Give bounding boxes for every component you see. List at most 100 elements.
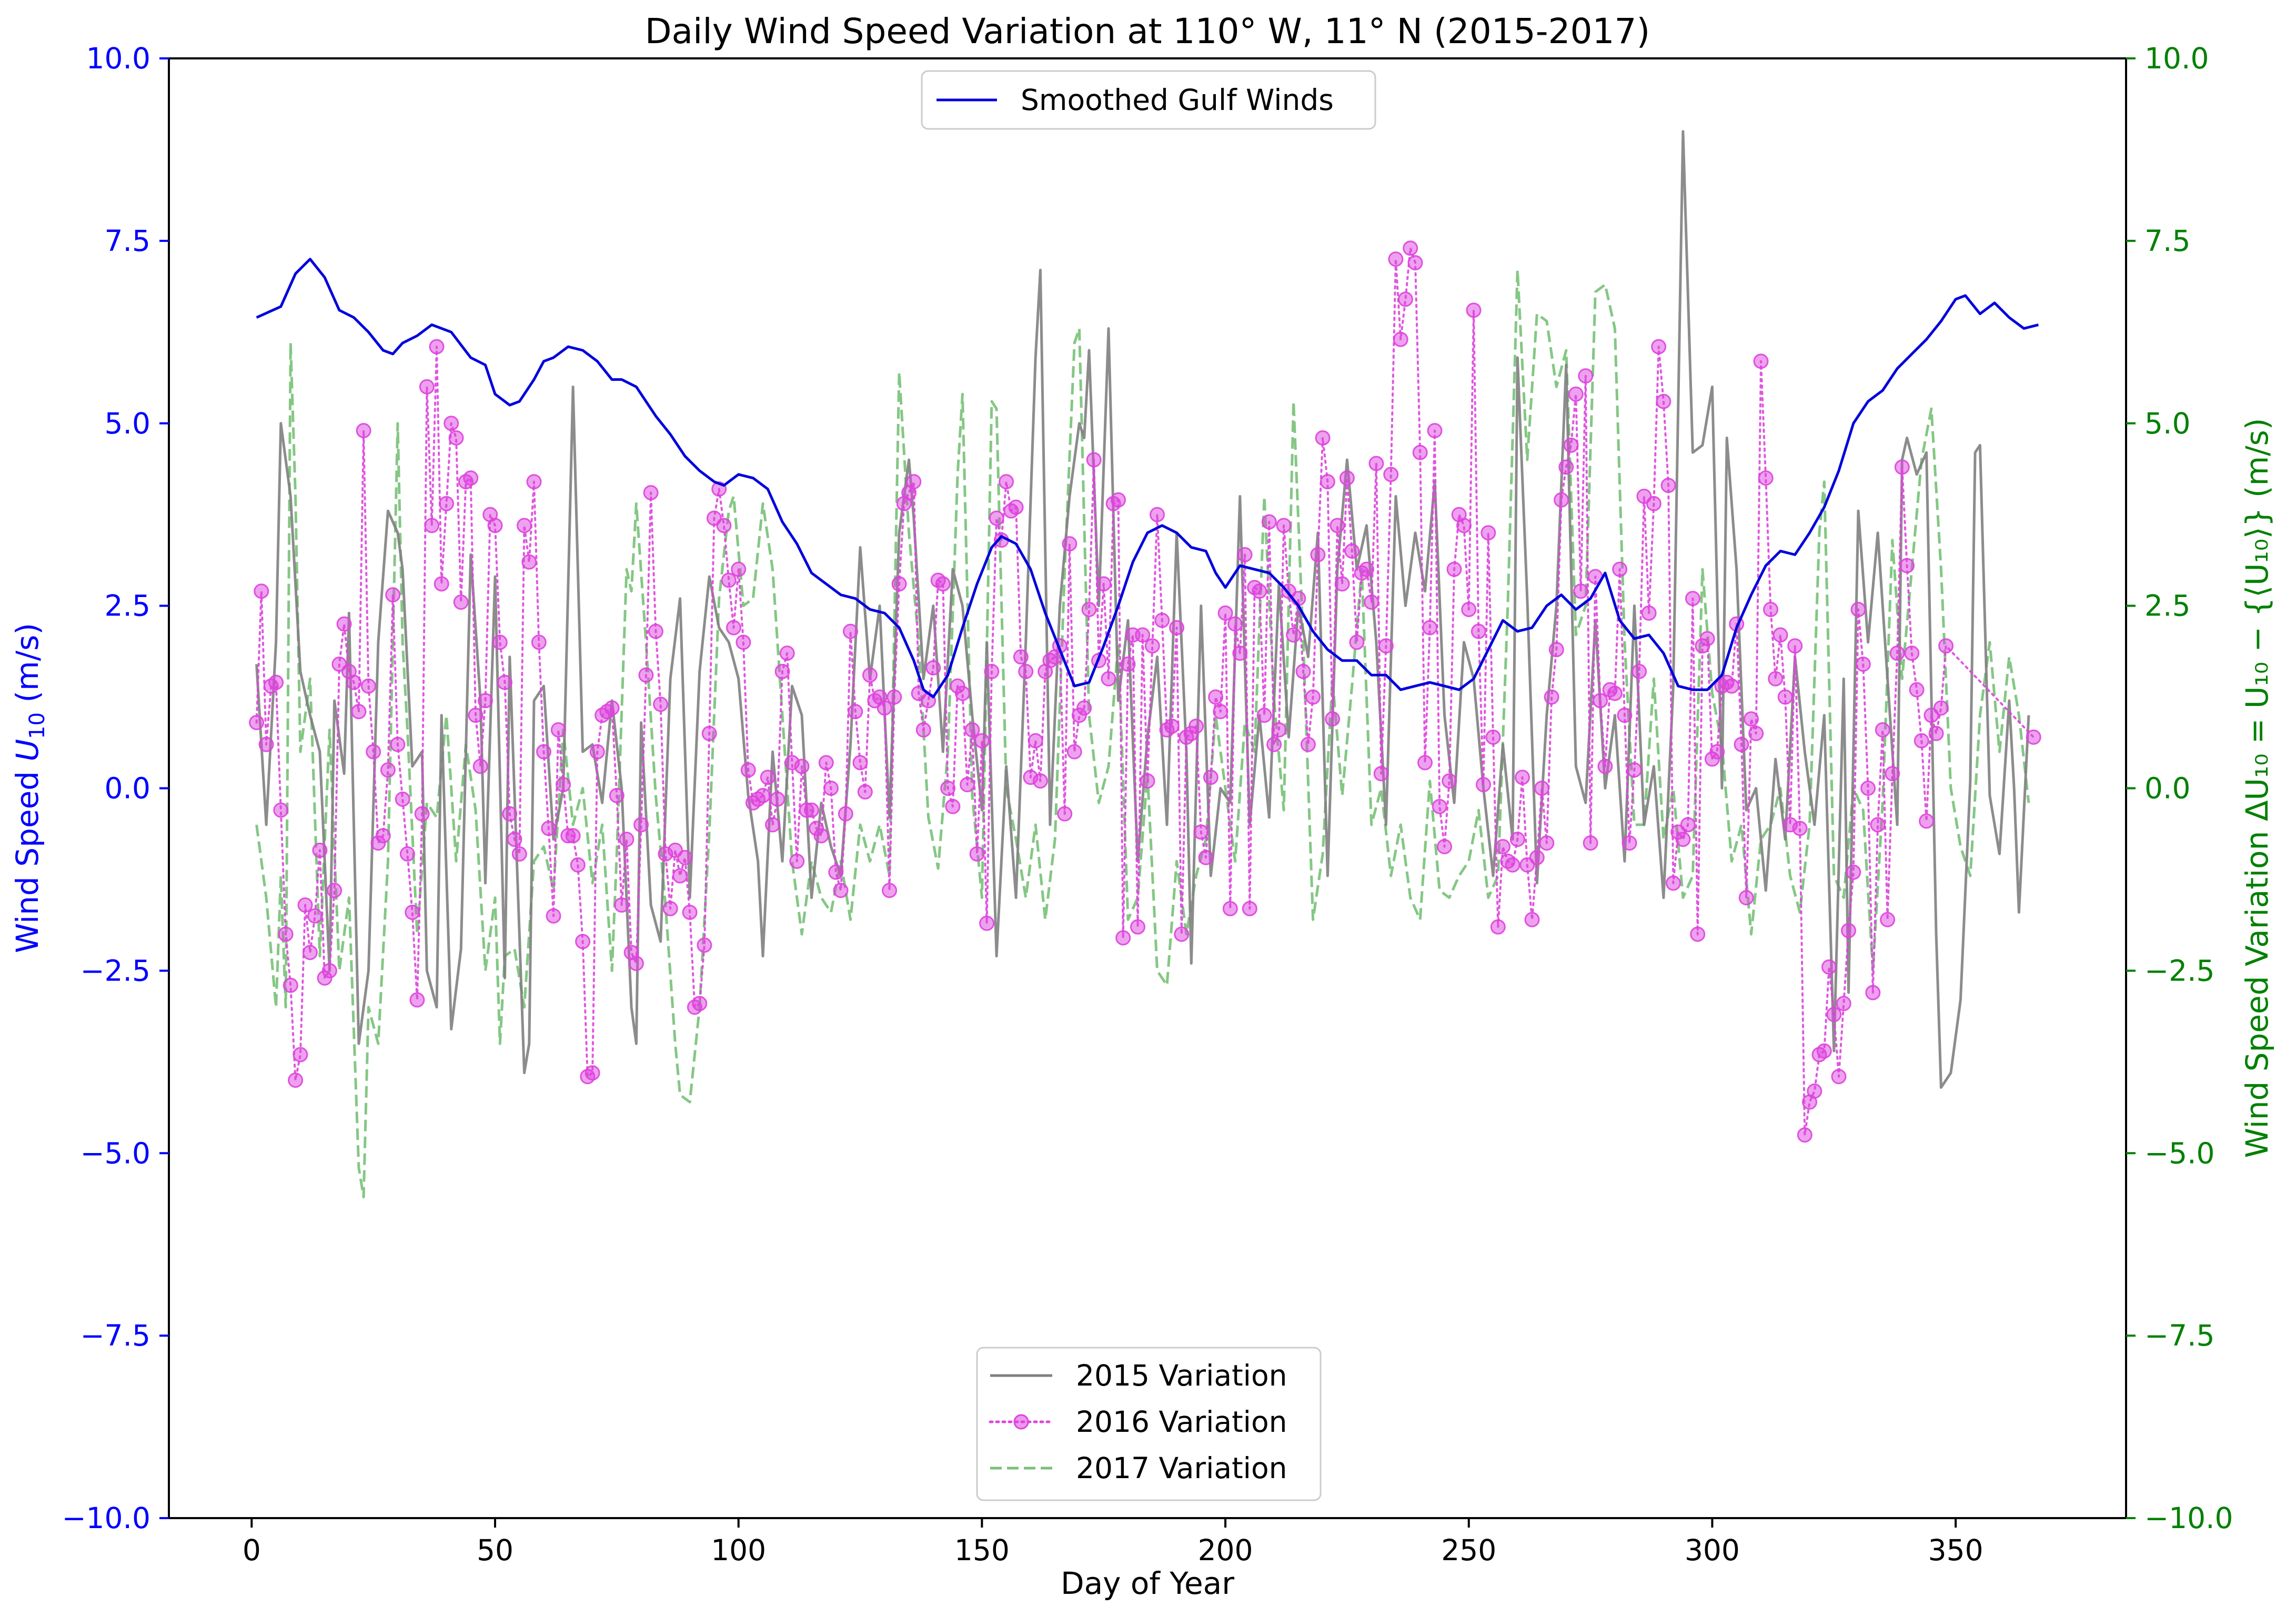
data-point-2016 [1612,561,1628,577]
data-point-2016 [444,416,459,431]
data-point-2016 [701,725,717,741]
data-point-2016 [915,722,931,737]
data-point-2016 [1490,919,1506,935]
data-point-2016 [1826,1007,1842,1023]
data-point-2016 [828,864,844,880]
data-point-2016 [1846,864,1861,880]
data-point-2016 [721,572,737,588]
data-point-2016 [497,674,512,690]
data-point-2016 [1885,766,1900,782]
data-point-2016 [1018,664,1034,679]
data-point-2016 [1534,781,1550,796]
data-point-2016 [1208,689,1224,705]
data-point-2016 [375,828,391,844]
data-point-2016 [843,623,858,639]
data-point-2016 [1481,525,1496,541]
data-point-2016 [1709,744,1725,760]
right-y-tick-label: −2.5 [2144,954,2215,987]
data-point-2016 [1622,835,1637,851]
data-point-2016 [1334,576,1350,592]
data-point-2016 [1320,474,1335,490]
data-point-2016 [366,744,381,760]
data-point-2016 [448,430,464,446]
data-point-2016 [823,781,839,796]
data-point-2016 [1057,806,1073,822]
data-point-2016 [1544,689,1559,705]
data-point-2016 [1928,725,1944,741]
data-point-2016 [1685,591,1700,607]
data-point-2016 [2026,729,2041,745]
data-point-2016 [1013,649,1029,665]
data-point-2016 [517,518,532,533]
data-point-2016 [1437,839,1452,854]
data-point-2016 [1773,627,1788,643]
data-point-2016 [1660,478,1676,493]
right-y-tick-label: −10.0 [2144,1501,2233,1535]
data-point-2016 [1446,561,1462,577]
data-point-2016 [288,1073,304,1088]
chart-title: Daily Wind Speed Variation at 110° W, 11… [645,11,1650,52]
data-point-2016 [1568,386,1584,402]
data-point-2016 [336,616,352,632]
data-point-2016 [731,561,747,577]
data-point-2016 [1699,631,1715,646]
data-point-2016 [1875,722,1890,737]
data-point-2016 [1397,291,1413,307]
data-point-2016 [472,759,488,774]
data-point-2016 [1476,777,1491,793]
data-point-2016 [1339,470,1355,486]
data-point-2016 [1325,711,1341,727]
data-point-2016 [765,817,780,833]
data-point-2016 [716,518,732,533]
data-point-2016 [1286,627,1302,643]
data-point-2016 [818,755,834,771]
data-point-2016 [887,689,902,705]
data-point-2016 [984,664,1000,679]
data-point-2016 [945,799,961,814]
data-point-2016 [463,470,479,486]
data-point-2016 [1860,781,1876,796]
x-tick-label: 300 [1685,1533,1740,1567]
legend-swatch-2016-marker [1013,1414,1029,1430]
x-tick-label: 0 [243,1533,261,1567]
data-point-2016 [478,693,493,709]
data-point-2016 [1753,353,1769,369]
data-point-2016 [1150,507,1165,522]
data-point-2016 [1573,583,1589,599]
right-y-tick-label: 10.0 [2144,42,2209,75]
data-point-2016 [1841,923,1856,938]
data-point-2016 [1378,638,1394,654]
data-point-2016 [1388,251,1404,267]
data-point-2016 [964,722,980,737]
x-tick-label: 350 [1928,1533,1983,1567]
left-y-axis-label-var: U [9,739,45,761]
data-point-2016 [1232,645,1248,661]
data-point-2016 [1242,901,1257,916]
data-point-2016 [1524,912,1540,927]
data-point-2016 [1509,832,1525,847]
data-point-2016 [536,744,551,760]
data-point-2016 [1174,926,1190,942]
data-point-2016 [925,660,941,676]
data-point-2016 [1368,456,1384,471]
data-point-2016 [1310,547,1326,562]
data-point-2016 [638,667,654,683]
data-point-2016 [1383,467,1399,482]
data-point-2016 [789,853,805,869]
data-point-2016 [1300,736,1316,752]
data-point-2016 [1427,423,1443,439]
data-point-2016 [1583,835,1598,851]
data-point-2016 [1358,561,1374,577]
data-point-2016 [891,576,907,592]
data-point-2016 [1777,689,1793,705]
data-point-2016 [979,915,995,931]
data-point-2016 [1261,514,1277,530]
data-point-2016 [502,806,518,822]
data-point-2016 [1515,770,1530,785]
data-point-2016 [405,904,420,920]
x-tick-label: 250 [1441,1533,1496,1567]
data-point-2016 [521,554,537,570]
data-point-2016 [1349,634,1365,650]
data-point-2016 [974,733,990,749]
data-point-2016 [1933,700,1949,716]
